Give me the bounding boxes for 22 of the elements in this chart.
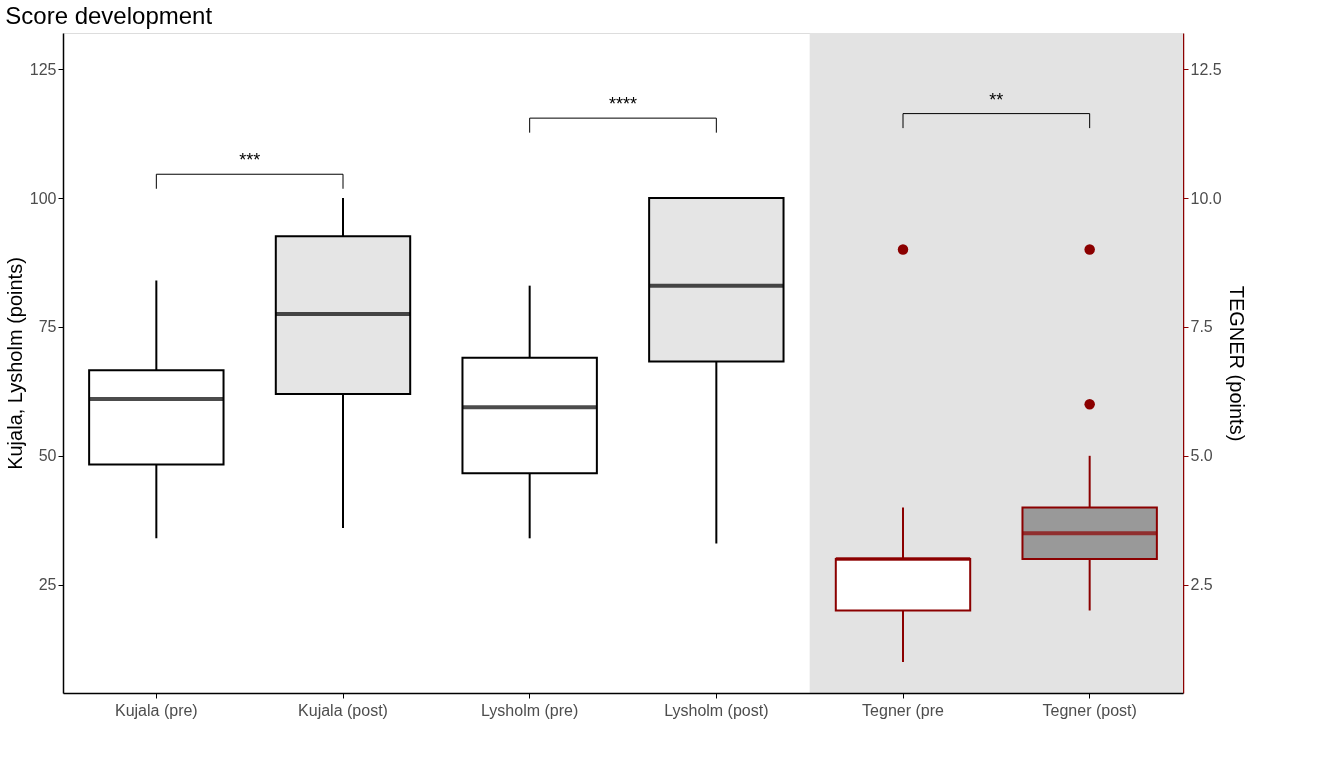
y2-axis-title: TEGNER (points) — [1225, 285, 1248, 442]
y2-tick-label: 12.5 — [1190, 60, 1222, 78]
annotation: ** — [989, 89, 1004, 110]
y2-tick-label: 10.0 — [1190, 189, 1222, 207]
x-tick-label: Tegner (pre — [862, 701, 945, 719]
y-tick-label: 25 — [38, 576, 57, 594]
x-tick-label: Kujala (post) — [298, 701, 388, 719]
y-tick-label: 50 — [38, 447, 57, 465]
x-tick-label: Kujala (pre) — [114, 701, 198, 719]
annotation: **** — [608, 94, 638, 115]
y2-tick-label: 5.0 — [1190, 447, 1213, 465]
x-tick-label: Lysholm (pre) — [481, 701, 579, 719]
annotation: *** — [239, 150, 261, 171]
y-tick-label: 125 — [29, 60, 57, 78]
y-tick-label: 100 — [29, 189, 57, 207]
x-tick-label: Lysholm (post) — [664, 701, 769, 719]
y-tick-label: 75 — [38, 318, 57, 336]
y-axis-title: Kujala, Lysholm (points) — [3, 257, 26, 470]
x-tick-label: Tegner (post) — [1042, 701, 1137, 719]
y2-tick-label: 2.5 — [1190, 576, 1213, 594]
chart-title: Score development — [5, 2, 213, 29]
y2-tick-label: 7.5 — [1190, 318, 1213, 336]
